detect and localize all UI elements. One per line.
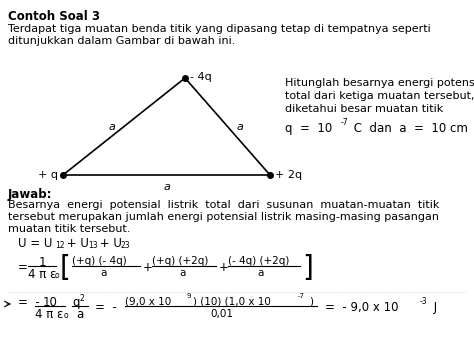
Text: =  -: = - <box>95 301 117 314</box>
Text: Hitunglah besarnya energi potensial listrik: Hitunglah besarnya energi potensial list… <box>285 78 474 88</box>
Text: [: [ <box>60 254 71 282</box>
Text: 0,01: 0,01 <box>210 309 233 319</box>
Text: U = U: U = U <box>18 237 52 250</box>
Text: q: q <box>72 296 80 309</box>
Text: -7: -7 <box>298 293 305 299</box>
Text: Terdapat tiga muatan benda titik yang dipasang tetap di tempatnya seperti: Terdapat tiga muatan benda titik yang di… <box>8 24 431 34</box>
Text: q  =  10: q = 10 <box>285 122 332 135</box>
Text: + U: + U <box>96 237 122 250</box>
Text: =: = <box>18 261 28 274</box>
Text: +: + <box>219 261 229 274</box>
Text: Contoh Soal 3: Contoh Soal 3 <box>8 10 100 23</box>
Text: Besarnya  energi  potensial  listrik  total  dari  susunan  muatan-muatan  titik: Besarnya energi potensial listrik total … <box>8 200 439 210</box>
Text: +: + <box>143 261 153 274</box>
Text: total dari ketiga muatan tersebut, jika: total dari ketiga muatan tersebut, jika <box>285 91 474 101</box>
Text: 10: 10 <box>43 296 57 309</box>
Text: (- 4q) (+2q): (- 4q) (+2q) <box>228 256 289 266</box>
Text: -7: -7 <box>341 118 348 127</box>
Text: a: a <box>100 268 106 278</box>
Text: o: o <box>64 311 69 320</box>
Text: o: o <box>55 271 60 280</box>
Text: ditunjukkan dalam Gambar di bawah ini.: ditunjukkan dalam Gambar di bawah ini. <box>8 36 236 46</box>
Text: + 2q: + 2q <box>275 170 302 180</box>
Text: 1: 1 <box>38 256 46 269</box>
Text: ]: ] <box>302 254 313 282</box>
Text: - 4q: - 4q <box>190 72 212 82</box>
Text: -3: -3 <box>420 297 428 306</box>
Text: ): ) <box>309 296 313 306</box>
Text: 23: 23 <box>121 241 131 250</box>
Text: ) (10) (1,0 x 10: ) (10) (1,0 x 10 <box>193 296 271 306</box>
Text: + q: + q <box>38 170 58 180</box>
Text: muatan titik tersebut.: muatan titik tersebut. <box>8 224 130 234</box>
Text: a: a <box>109 121 116 131</box>
Text: 13: 13 <box>88 241 98 250</box>
Text: =  - 9,0 x 10: = - 9,0 x 10 <box>325 301 399 314</box>
Text: 9: 9 <box>187 293 191 299</box>
Text: J: J <box>430 301 437 314</box>
Text: (+q) (+2q): (+q) (+2q) <box>152 256 209 266</box>
Text: 4 π ε: 4 π ε <box>35 308 64 321</box>
Text: a: a <box>236 121 243 131</box>
Text: =  -: = - <box>18 296 40 309</box>
Text: a: a <box>76 308 83 321</box>
Text: Jawab:: Jawab: <box>8 188 53 201</box>
Text: (9,0 x 10: (9,0 x 10 <box>125 296 171 306</box>
Text: + U: + U <box>63 237 89 250</box>
Text: a: a <box>257 268 264 278</box>
Text: tersebut merupakan jumlah energi potensial listrik masing-masing pasangan: tersebut merupakan jumlah energi potensi… <box>8 212 439 222</box>
Text: 2: 2 <box>80 294 85 303</box>
Text: diketahui besar muatan titik: diketahui besar muatan titik <box>285 104 443 114</box>
Text: (+q) (- 4q): (+q) (- 4q) <box>72 256 127 266</box>
Text: C  dan  a  =  10 cm: C dan a = 10 cm <box>350 122 468 135</box>
Text: a: a <box>179 268 185 278</box>
Text: 4 π ε: 4 π ε <box>28 268 56 281</box>
Text: 12: 12 <box>55 241 64 250</box>
Text: a: a <box>163 182 170 192</box>
